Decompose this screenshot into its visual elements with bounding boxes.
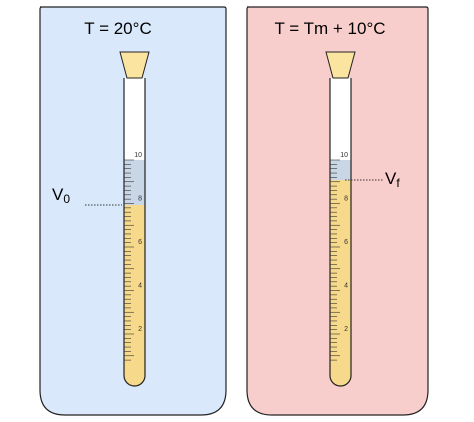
volume-symbol: V	[52, 185, 64, 204]
volume-symbol: V	[385, 169, 397, 188]
scale-label: 2	[344, 326, 348, 333]
scale-label: 6	[138, 239, 142, 246]
liquid	[330, 180, 351, 386]
scale-label: 8	[344, 196, 348, 203]
tube-outline	[329, 78, 352, 387]
scale-label: 10	[340, 152, 348, 159]
panel-title: T = 20°C	[84, 19, 151, 38]
funnel	[119, 51, 150, 79]
scale-label: 4	[138, 283, 142, 290]
tube-outline	[123, 78, 146, 387]
volume-subscript: 0	[63, 192, 70, 206]
panel-title: T = Tm + 10°C	[274, 19, 385, 38]
volume-label: Vf	[385, 169, 400, 190]
volume-subscript: f	[396, 176, 400, 190]
scale-zone	[330, 160, 351, 180]
scale-label: 8	[138, 196, 142, 203]
volume-label: V0	[52, 185, 70, 206]
funnel	[325, 51, 356, 79]
scale-zone	[124, 160, 145, 205]
liquid	[124, 205, 145, 386]
scale-label: 6	[344, 239, 348, 246]
scale-label: 4	[344, 283, 348, 290]
scale-label: 10	[134, 152, 142, 159]
scale-label: 2	[138, 326, 142, 333]
